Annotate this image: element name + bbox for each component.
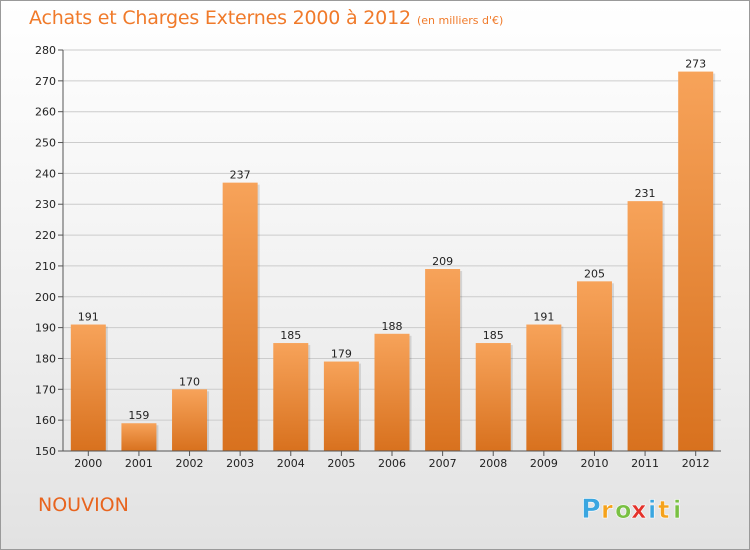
bar bbox=[526, 324, 562, 451]
logo-letter: i bbox=[673, 496, 681, 524]
data-label: 185 bbox=[483, 329, 504, 342]
x-tick-label: 2004 bbox=[277, 457, 305, 470]
bars: 191 159 170 237 185 179 188 209 185 191 205 231 273 bbox=[70, 58, 716, 451]
y-tick-label: 260 bbox=[35, 106, 56, 119]
bar bbox=[222, 182, 258, 451]
y-tick-label: 230 bbox=[35, 198, 56, 211]
data-label: 170 bbox=[179, 375, 200, 388]
bar bbox=[374, 333, 410, 451]
bar bbox=[172, 389, 208, 451]
y-tick-label: 160 bbox=[35, 414, 56, 427]
y-tick-label: 220 bbox=[35, 229, 56, 242]
data-label: 179 bbox=[331, 348, 352, 361]
data-label: 237 bbox=[230, 169, 251, 182]
axes: 150 160 170 180 190 200 210 220 230 240 250 260 270 2… bbox=[35, 44, 721, 470]
bar bbox=[70, 324, 106, 451]
y-tick-label: 270 bbox=[35, 75, 56, 88]
x-tick-label: 2002 bbox=[176, 457, 204, 470]
data-label: 191 bbox=[533, 311, 554, 324]
y-tick-label: 250 bbox=[35, 137, 56, 150]
data-label: 209 bbox=[432, 255, 453, 268]
data-label: 205 bbox=[584, 267, 605, 280]
place-name: NOUVION bbox=[38, 494, 129, 516]
y-tick-label: 200 bbox=[35, 291, 56, 304]
bar bbox=[475, 343, 511, 451]
chart-title: Achats et Charges Externes 2000 à 2012 bbox=[29, 7, 411, 29]
x-tick-label: 2006 bbox=[378, 457, 406, 470]
bar bbox=[273, 343, 309, 451]
y-tick-label: 280 bbox=[35, 44, 56, 57]
bar bbox=[323, 361, 359, 451]
data-label: 273 bbox=[685, 58, 706, 71]
x-tick-label: 2007 bbox=[429, 457, 457, 470]
bar bbox=[425, 269, 461, 451]
data-label: 159 bbox=[128, 409, 149, 422]
chart-subtitle: (en milliers d'€) bbox=[417, 14, 504, 27]
bar bbox=[627, 201, 663, 451]
logo-letter: i bbox=[648, 496, 656, 524]
y-tick-label: 150 bbox=[35, 445, 56, 458]
bar bbox=[678, 71, 714, 451]
data-label: 185 bbox=[280, 329, 301, 342]
y-tick-label: 210 bbox=[35, 260, 56, 273]
logo-letter: P bbox=[581, 494, 601, 525]
x-tick-label: 2008 bbox=[479, 457, 507, 470]
y-tick-label: 190 bbox=[35, 322, 56, 335]
x-tick-label: 2005 bbox=[327, 457, 355, 470]
bar bbox=[121, 423, 157, 451]
x-tick-label: 2009 bbox=[530, 457, 558, 470]
x-tick-label: 2003 bbox=[226, 457, 254, 470]
x-tick-label: 2001 bbox=[125, 457, 153, 470]
y-tick-label: 180 bbox=[35, 352, 56, 365]
logo-letter: x bbox=[631, 496, 647, 524]
bar bbox=[576, 281, 612, 451]
logo-letter: r bbox=[601, 496, 613, 524]
y-tick-label: 240 bbox=[35, 167, 56, 180]
data-label: 231 bbox=[635, 187, 656, 200]
y-tick-label: 170 bbox=[35, 383, 56, 396]
data-label: 191 bbox=[78, 311, 99, 324]
x-tick-label: 2012 bbox=[682, 457, 710, 470]
x-tick-label: 2000 bbox=[74, 457, 102, 470]
x-tick-label: 2010 bbox=[580, 457, 608, 470]
logo-letter: o bbox=[615, 496, 632, 524]
logo-letter: t bbox=[658, 496, 669, 524]
data-label: 188 bbox=[382, 320, 403, 333]
x-tick-label: 2011 bbox=[631, 457, 659, 470]
